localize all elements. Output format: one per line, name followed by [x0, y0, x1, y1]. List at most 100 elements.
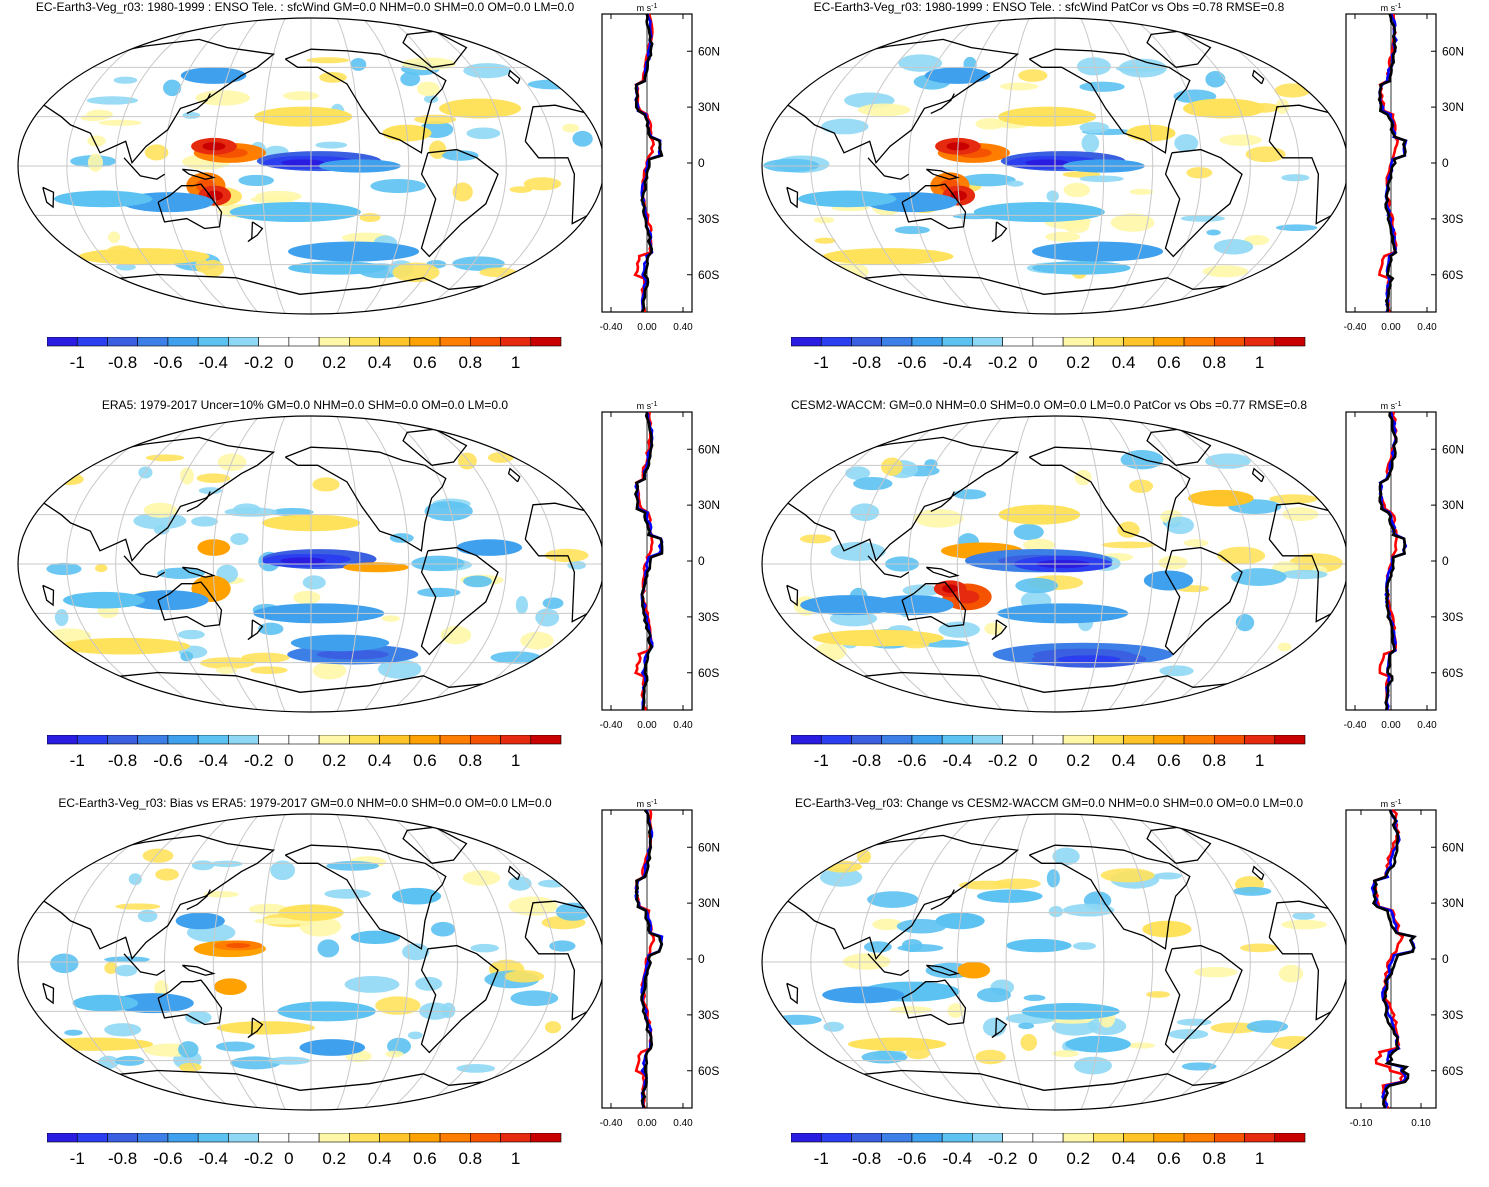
coastline	[787, 436, 1020, 563]
anomaly-patch	[1193, 966, 1238, 978]
colorbar-swatch	[1244, 337, 1276, 347]
anomaly-patch	[179, 1062, 202, 1072]
longitude-gridline	[66, 814, 183, 1110]
longitude-gridline	[1106, 814, 1154, 1110]
colorbar-swatch	[530, 735, 562, 745]
anomaly-patch	[1045, 231, 1081, 242]
lat-tick-label: 60N	[698, 840, 720, 854]
anomaly-patch	[98, 1055, 119, 1069]
colorbar-swatch	[1093, 337, 1124, 347]
coastline	[157, 581, 223, 628]
colorbar-swatch	[1062, 337, 1094, 347]
anomaly-patch	[1174, 134, 1199, 153]
anomaly-patch	[823, 1021, 845, 1032]
anomaly-patch	[344, 976, 400, 993]
colorbar-swatch	[851, 1133, 883, 1143]
colorbar-label: -0.8	[108, 1149, 137, 1168]
colorbar-swatch	[469, 1133, 501, 1143]
colorbar-swatch	[167, 1133, 199, 1143]
anomaly-patch	[523, 177, 562, 191]
colorbar-swatch	[941, 735, 973, 745]
longitude-gridline	[261, 416, 286, 712]
colorbar-label: -0.2	[988, 1149, 1017, 1168]
anomaly-patch	[544, 1021, 562, 1034]
anomaly-patch	[1129, 479, 1154, 493]
longitude-gridline	[414, 416, 507, 712]
anomaly-patch	[86, 96, 139, 105]
zonal-mean-profile: 60N 30N 0 30S 60S -0.40 0.00 0.40 m s-1	[600, 401, 720, 731]
anomaly-blob	[58, 637, 190, 655]
anomaly-patch	[430, 921, 456, 937]
anomaly-patch	[1274, 83, 1311, 98]
panel-title: ERA5: 1979-2017 Uncer=10% GM=0.0 NHM=0.0…	[101, 398, 509, 412]
anomaly-patch	[1245, 146, 1286, 163]
anomaly-patch	[1063, 218, 1090, 234]
coastline	[182, 168, 216, 180]
colorbar-label: -1	[814, 751, 829, 770]
anomaly-patch	[1213, 239, 1254, 255]
coastline	[1028, 844, 1191, 950]
colorbar-swatch	[409, 337, 441, 347]
longitude-gridline	[859, 18, 952, 314]
anomaly-patch	[463, 575, 492, 588]
coastline	[90, 273, 532, 295]
anomaly-patch	[1046, 869, 1060, 888]
colorbar-swatch	[972, 735, 1003, 745]
anomaly-blob	[180, 67, 247, 84]
colorbar-swatch	[439, 337, 471, 347]
coastline	[1251, 69, 1265, 85]
anomaly-patch	[772, 1014, 822, 1025]
anomaly-patch	[215, 1041, 255, 1052]
anomaly-patch	[504, 970, 545, 983]
panel-title: EC-Earth3-Veg_r03: Bias vs ERA5: 1979-20…	[58, 796, 552, 810]
lat-tick-label: 60S	[1442, 268, 1463, 282]
longitude-gridline	[1106, 416, 1154, 712]
colorbar-label: -0.2	[988, 751, 1017, 770]
anomaly-blob	[350, 930, 401, 944]
colorbar-label: -0.2	[244, 751, 273, 770]
colorbar-label: -0.8	[108, 751, 137, 770]
coastline	[901, 581, 967, 628]
colorbar-swatch	[318, 337, 350, 347]
anomaly-patch	[1079, 175, 1124, 183]
anomaly-patch	[250, 666, 288, 674]
anomaly-patch	[95, 564, 108, 573]
colorbar: -1 -0.8 -0.6 -0.4 -0.2 0 0.2 0.4 0.6 0.8 1	[47, 735, 562, 770]
colorbar-label: 0	[1028, 751, 1037, 770]
x-tick-label: 0.40	[673, 322, 693, 333]
anomaly-patch	[440, 626, 472, 645]
longitude-gridline	[810, 18, 927, 314]
anomaly-patch	[1063, 182, 1090, 198]
anomaly-patch	[509, 186, 533, 193]
profile-line-mean	[1371, 809, 1417, 1109]
world-map	[761, 17, 1349, 315]
anomaly-patch	[999, 82, 1039, 91]
coastline	[867, 157, 910, 180]
colorbar-swatch	[820, 337, 852, 347]
colorbar-label: -0.8	[852, 353, 881, 372]
coastline	[524, 502, 604, 623]
colorbar-label: -1	[70, 353, 85, 372]
coastline	[926, 168, 960, 180]
anomaly-patch	[1018, 69, 1048, 82]
lat-tick-label: 30N	[1442, 498, 1464, 512]
anomaly-blob	[1188, 489, 1254, 507]
coastline	[507, 865, 521, 881]
colorbar-label: 1	[1255, 751, 1264, 770]
anomaly-blob	[214, 978, 247, 995]
colorbar-swatch	[972, 1133, 1003, 1143]
colorbar-label: 0.4	[368, 1149, 392, 1168]
lat-tick-label: 30S	[698, 1008, 719, 1022]
figure-panel: EC-Earth3-Veg_r03: 1980-1999 : ENSO Tele…	[0, 0, 744, 391]
anomaly-blob	[391, 887, 442, 905]
profile-line-mean	[1378, 411, 1407, 711]
coastline	[926, 566, 960, 578]
anomaly-patch	[880, 457, 903, 476]
anomaly-blob	[1142, 920, 1192, 938]
colorbar-swatch	[911, 735, 943, 745]
anomaly-patch	[924, 459, 938, 470]
figure-panel: EC-Earth3-Veg_r03: Bias vs ERA5: 1979-20…	[0, 796, 744, 1187]
anomaly-patch	[64, 1029, 83, 1036]
lat-tick-label: 0	[698, 156, 705, 170]
colorbar-swatch	[379, 735, 411, 745]
